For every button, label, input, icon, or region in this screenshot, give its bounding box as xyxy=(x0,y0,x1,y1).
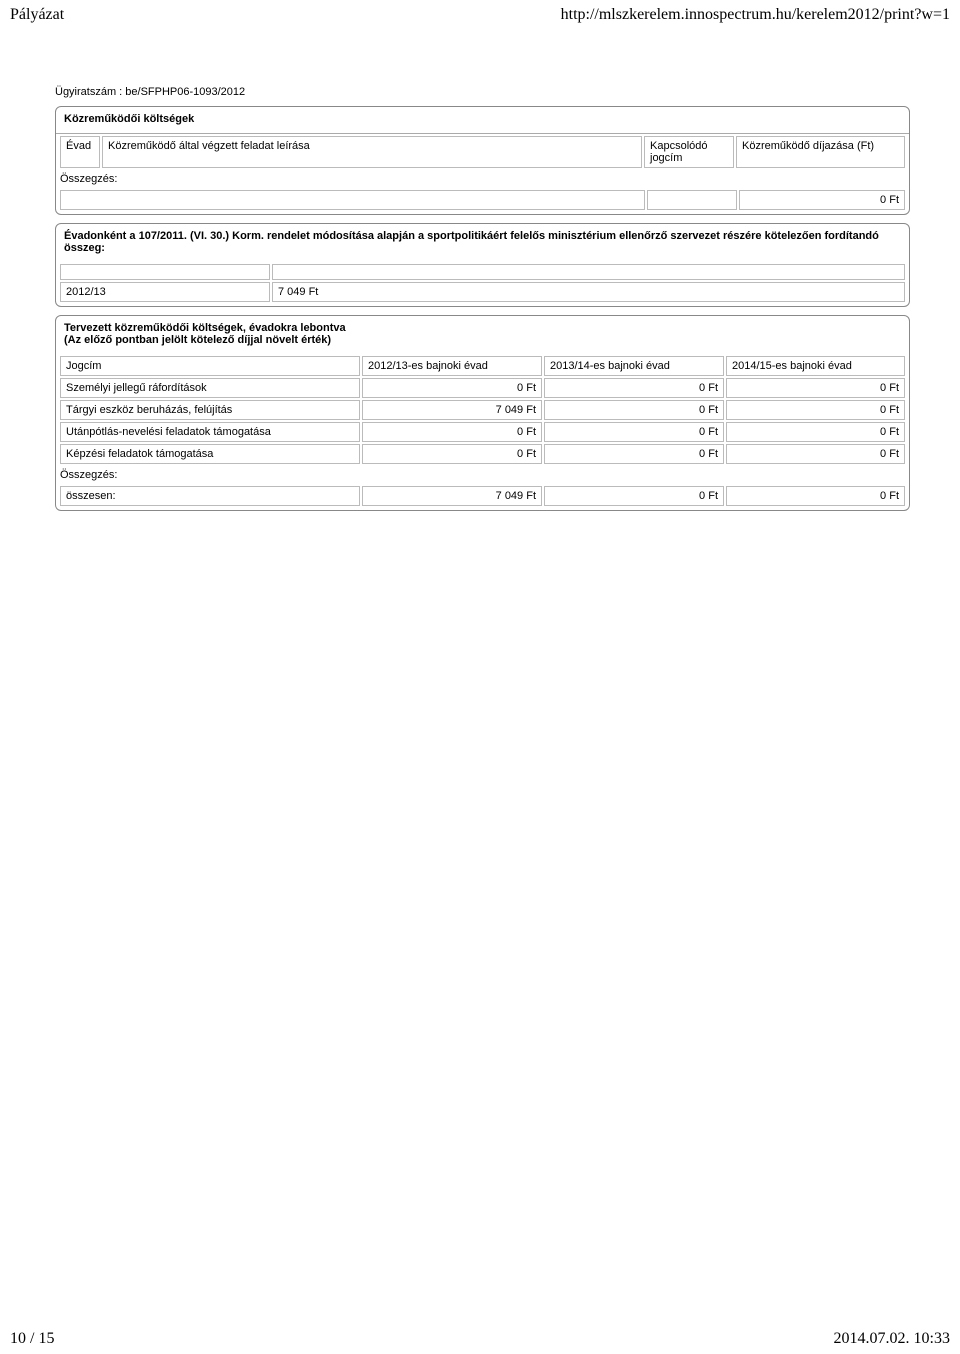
table-row: Utánpótlás-nevelési feladatok támogatása… xyxy=(60,422,905,442)
osszegzes-label-1: Összegzés: xyxy=(58,170,907,188)
row-v3: 0 Ft xyxy=(726,444,905,464)
row-label: Képzési feladatok támogatása xyxy=(60,444,360,464)
total-v1: 7 049 Ft xyxy=(362,486,542,506)
row-v2: 0 Ft xyxy=(544,378,724,398)
row-v3: 0 Ft xyxy=(726,422,905,442)
row-v1: 0 Ft xyxy=(362,422,542,442)
table-kozremukodoi-sum: 0 Ft xyxy=(58,188,907,212)
col-evad: Évad xyxy=(60,136,100,168)
section3-title: Tervezett közreműködői költségek, évadok… xyxy=(56,316,909,354)
col-2013: 2013/14-es bajnoki évad xyxy=(544,356,724,376)
total-label: összesen: xyxy=(60,486,360,506)
section3-title-line1: Tervezett közreműködői költségek, évadok… xyxy=(64,322,346,334)
row-label: Tárgyi eszköz beruházás, felújítás xyxy=(60,400,360,420)
table-row: Személyi jellegű ráfordítások 0 Ft 0 Ft … xyxy=(60,378,905,398)
sum-total: 0 Ft xyxy=(739,190,905,210)
row-v2: 0 Ft xyxy=(544,422,724,442)
header-right: http://mlszkerelem.innospectrum.hu/kerel… xyxy=(561,6,950,24)
content: Ügyiratszám : be/SFPHP06-1093/2012 Közre… xyxy=(0,26,960,511)
page-header: Pályázat http://mlszkerelem.innospectrum… xyxy=(0,0,960,26)
row-v2: 0 Ft xyxy=(544,444,724,464)
row-label: Személyi jellegű ráfordítások xyxy=(60,378,360,398)
table-row xyxy=(60,264,905,280)
sum-row: 0 Ft xyxy=(60,190,905,210)
table-row: Képzési feladatok támogatása 0 Ft 0 Ft 0… xyxy=(60,444,905,464)
total-v2: 0 Ft xyxy=(544,486,724,506)
row-v1: 0 Ft xyxy=(362,444,542,464)
row-v1: 7 049 Ft xyxy=(362,400,542,420)
document-number: Ügyiratszám : be/SFPHP06-1093/2012 xyxy=(55,86,910,98)
row-v3: 0 Ft xyxy=(726,378,905,398)
table-kozremukodoi: Évad Közreműködő által végzett feladat l… xyxy=(58,134,907,170)
sum-empty-1 xyxy=(60,190,645,210)
section-kozremukodoi-koltsegek: Közreműködői költségek Évad Közreműködő … xyxy=(55,106,910,215)
section3-title-line2: (Az előző pontban jelölt kötelező díjjal… xyxy=(64,334,331,346)
row-v3: 0 Ft xyxy=(726,400,905,420)
cell-empty-1 xyxy=(60,264,270,280)
table-evadonkent: 2012/13 7 049 Ft xyxy=(58,262,907,304)
col-2012: 2012/13-es bajnoki évad xyxy=(362,356,542,376)
footer-timestamp: 2014.07.02. 10:33 xyxy=(834,1330,950,1348)
col-leiras: Közreműködő által végzett feladat leírás… xyxy=(102,136,642,168)
table-header-row: Jogcím 2012/13-es bajnoki évad 2013/14-e… xyxy=(60,356,905,376)
col-jogcim: Kapcsolódó jogcím xyxy=(644,136,734,168)
cell-value: 7 049 Ft xyxy=(272,282,905,302)
table-tervezett-sum: összesen: 7 049 Ft 0 Ft 0 Ft xyxy=(58,484,907,508)
table-row: Tárgyi eszköz beruházás, felújítás 7 049… xyxy=(60,400,905,420)
row-v2: 0 Ft xyxy=(544,400,724,420)
table-row: 2012/13 7 049 Ft xyxy=(60,282,905,302)
table-header-row: Évad Közreműködő által végzett feladat l… xyxy=(60,136,905,168)
section-evadonkent: Évadonként a 107/2011. (VI. 30.) Korm. r… xyxy=(55,223,910,307)
section2-title: Évadonként a 107/2011. (VI. 30.) Korm. r… xyxy=(56,224,909,262)
section1-title: Közreműködői költségek xyxy=(56,107,909,134)
col-dijazas: Közreműködő díjazása (Ft) xyxy=(736,136,905,168)
total-v3: 0 Ft xyxy=(726,486,905,506)
section-tervezett: Tervezett közreműködői költségek, évadok… xyxy=(55,315,910,511)
cell-year: 2012/13 xyxy=(60,282,270,302)
footer-page-number: 10 / 15 xyxy=(10,1330,54,1348)
col-2014: 2014/15-es bajnoki évad xyxy=(726,356,905,376)
sum-row: összesen: 7 049 Ft 0 Ft 0 Ft xyxy=(60,486,905,506)
page-footer: 10 / 15 2014.07.02. 10:33 xyxy=(0,1330,960,1348)
col-jogcim: Jogcím xyxy=(60,356,360,376)
osszegzes-label-3: Összegzés: xyxy=(58,466,907,484)
cell-empty-2 xyxy=(272,264,905,280)
table-tervezett: Jogcím 2012/13-es bajnoki évad 2013/14-e… xyxy=(58,354,907,466)
sum-empty-2 xyxy=(647,190,737,210)
header-left: Pályázat xyxy=(10,6,64,24)
row-label: Utánpótlás-nevelési feladatok támogatása xyxy=(60,422,360,442)
row-v1: 0 Ft xyxy=(362,378,542,398)
